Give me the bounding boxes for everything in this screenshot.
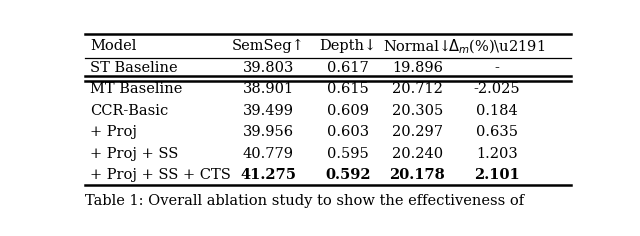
Text: 2.101: 2.101 <box>474 168 520 182</box>
Text: 20.305: 20.305 <box>392 104 443 118</box>
Text: Table 1: Overall ablation study to show the effectiveness of: Table 1: Overall ablation study to show … <box>85 194 524 208</box>
Text: 39.499: 39.499 <box>243 104 294 118</box>
Text: 0.617: 0.617 <box>327 61 369 75</box>
Text: Depth↓: Depth↓ <box>319 39 376 53</box>
Text: 20.178: 20.178 <box>389 168 445 182</box>
Text: + Proj + SS: + Proj + SS <box>90 147 179 160</box>
Text: 38.901: 38.901 <box>243 82 294 96</box>
Text: Model: Model <box>90 39 136 53</box>
Text: 40.779: 40.779 <box>243 147 294 160</box>
Text: 0.609: 0.609 <box>327 104 369 118</box>
Text: ST Baseline: ST Baseline <box>90 61 177 75</box>
Text: 39.956: 39.956 <box>243 125 294 139</box>
Text: 41.275: 41.275 <box>241 168 296 182</box>
Text: 20.712: 20.712 <box>392 82 443 96</box>
Text: 39.803: 39.803 <box>243 61 294 75</box>
Text: MT Baseline: MT Baseline <box>90 82 182 96</box>
Text: 20.297: 20.297 <box>392 125 443 139</box>
Text: 0.184: 0.184 <box>476 104 518 118</box>
Text: + Proj + SS + CTS: + Proj + SS + CTS <box>90 168 231 182</box>
Text: 0.635: 0.635 <box>476 125 518 139</box>
Text: SemSeg↑: SemSeg↑ <box>232 39 305 53</box>
Text: 0.615: 0.615 <box>327 82 369 96</box>
Text: Normal↓: Normal↓ <box>383 39 451 53</box>
Text: -: - <box>494 61 499 75</box>
Text: 20.240: 20.240 <box>392 147 443 160</box>
Text: 19.896: 19.896 <box>392 61 443 75</box>
Text: 0.592: 0.592 <box>325 168 371 182</box>
Text: -2.025: -2.025 <box>474 82 520 96</box>
Text: 0.603: 0.603 <box>327 125 369 139</box>
Text: CCR-Basic: CCR-Basic <box>90 104 168 118</box>
Text: 1.203: 1.203 <box>476 147 518 160</box>
Text: 0.595: 0.595 <box>327 147 369 160</box>
Text: + Proj: + Proj <box>90 125 137 139</box>
Text: $\Delta_m$(%)\u2191: $\Delta_m$(%)\u2191 <box>448 37 545 55</box>
